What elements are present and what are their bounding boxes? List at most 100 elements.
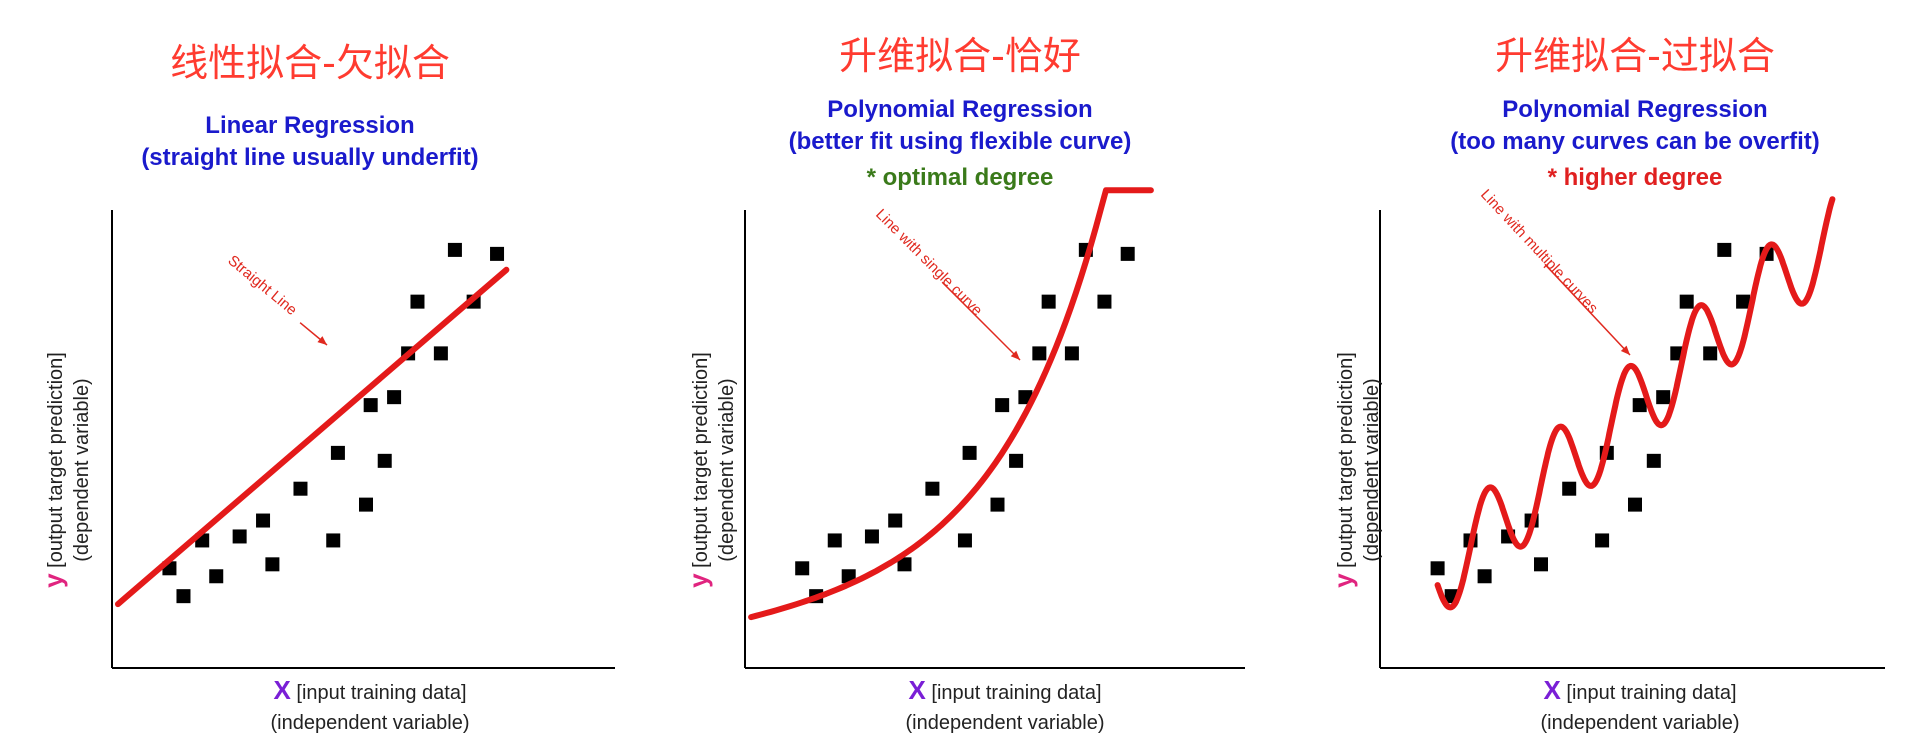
annotation-label: Line with multiple curves <box>1477 186 1601 317</box>
title-line: Polynomial Regression <box>827 96 1093 123</box>
annotation-arrow <box>1544 263 1631 356</box>
data-point <box>410 294 425 309</box>
y-label-line2: (dependent variable) <box>716 378 738 562</box>
data-point <box>433 346 448 361</box>
data-point <box>995 398 1010 413</box>
fit-line <box>1434 196 1836 611</box>
data-point <box>957 533 972 548</box>
data-point <box>1679 294 1694 309</box>
x-axis-label: X [input training data] (independent var… <box>795 675 1215 738</box>
data-point <box>1656 390 1671 405</box>
x-label-line2: (independent variable) <box>270 712 470 734</box>
chart-title: Polynomial Regression (too many curves c… <box>1380 94 1890 158</box>
cn-title: 线性拟合-欠拟合 <box>170 41 450 85</box>
data-point <box>1595 533 1610 548</box>
data-point <box>387 390 402 405</box>
data-point <box>1703 346 1718 361</box>
plot-underfit: Straight Line <box>111 210 615 669</box>
data-point <box>176 589 191 604</box>
annotation-arrowhead <box>1010 350 1020 360</box>
data-point <box>209 569 224 584</box>
y-axis-label: y [output target prediction] (dependent … <box>38 295 100 645</box>
data-point <box>447 242 462 257</box>
data-point <box>1736 294 1751 309</box>
data-point <box>330 445 345 460</box>
y-var: y <box>683 573 713 588</box>
x-label-line1: [input training data] <box>290 682 467 704</box>
y-var: y <box>1328 573 1358 588</box>
x-label-line2: (independent variable) <box>905 712 1105 734</box>
data-point <box>377 453 392 468</box>
data-point <box>888 513 903 528</box>
x-var: X <box>908 675 926 705</box>
data-point <box>1477 569 1492 584</box>
x-label-line1: [input training data] <box>1560 682 1737 704</box>
fit-line <box>114 266 510 608</box>
plot-overfit: Line with multiple curves <box>1379 186 1885 669</box>
annotation-label: Straight Line <box>224 252 300 319</box>
y-label-line2: (dependent variable) <box>1361 378 1383 562</box>
degree-note: * optimal degree <box>866 164 1054 191</box>
data-point <box>265 557 280 572</box>
annotation-arrowhead <box>1620 345 1630 355</box>
y-label-line1: [output target prediction] <box>1335 352 1357 574</box>
y-label-line2: (dependent variable) <box>71 378 93 562</box>
data-point <box>864 529 879 544</box>
data-point <box>1632 398 1647 413</box>
degree-note: * higher degree <box>1547 164 1723 191</box>
cn-title: 升维拟合-恰好 <box>839 34 1081 78</box>
data-point <box>925 481 940 496</box>
data-point <box>232 529 247 544</box>
panel-underfit: 线性拟合-欠拟合 Linear Regression (straight lin… <box>95 0 615 745</box>
panel-optimal: 升维拟合-恰好 Polynomial Regression (better fi… <box>744 0 1245 745</box>
data-point <box>1430 561 1445 576</box>
x-var: X <box>1543 675 1561 705</box>
x-label-line1: [input training data] <box>925 682 1102 704</box>
y-axis-label: y [output target prediction] (dependent … <box>683 295 745 645</box>
data-point <box>363 398 378 413</box>
data-point <box>1120 246 1135 261</box>
fit-line <box>748 187 1154 621</box>
data-point <box>1097 294 1112 309</box>
title-subline: (straight line usually underfit) <box>141 144 479 171</box>
panel-overfit: 升维拟合-过拟合 Polynomial Regression (too many… <box>1379 0 1890 745</box>
data-point <box>1562 481 1577 496</box>
cn-title: 升维拟合-过拟合 <box>1495 34 1775 78</box>
annotation-arrowhead <box>317 336 327 345</box>
y-axis-label: y [output target prediction] (dependent … <box>1328 295 1390 645</box>
chart-title: Polynomial Regression (better fit using … <box>745 94 1175 158</box>
annotation-arrow <box>941 281 1021 361</box>
y-label-line1: [output target prediction] <box>45 352 67 574</box>
data-point <box>795 561 810 576</box>
data-point <box>326 533 341 548</box>
x-var: X <box>273 675 291 705</box>
annotation-label: Line with single curve <box>872 206 985 319</box>
data-point <box>827 533 842 548</box>
x-axis-label: X [input training data] (independent var… <box>1430 675 1850 738</box>
data-point <box>1717 242 1732 257</box>
title-subline: (too many curves can be overfit) <box>1450 128 1820 155</box>
data-point <box>897 557 912 572</box>
data-point <box>293 481 308 496</box>
data-point <box>990 497 1005 512</box>
data-point <box>1534 557 1548 572</box>
data-point <box>1064 346 1079 361</box>
title-subline: (better fit using flexible curve) <box>788 128 1132 155</box>
chart-title: Linear Regression (straight line usually… <box>95 110 525 174</box>
data-point <box>1041 294 1056 309</box>
data-point <box>1032 346 1047 361</box>
x-axis-label: X [input training data] (independent var… <box>160 675 580 738</box>
y-label-line1: [output target prediction] <box>690 352 712 574</box>
data-point <box>359 497 373 512</box>
data-point <box>490 246 505 261</box>
data-point <box>1646 453 1661 468</box>
title-line: Polynomial Regression <box>1502 96 1768 123</box>
plot-optimal: Line with single curve <box>744 187 1245 669</box>
data-point <box>1628 497 1642 512</box>
title-line: Linear Regression <box>205 112 415 139</box>
y-var: y <box>38 573 68 588</box>
data-point <box>256 513 271 528</box>
data-point <box>962 445 977 460</box>
data-point <box>1009 453 1024 468</box>
x-label-line2: (independent variable) <box>1540 712 1740 734</box>
